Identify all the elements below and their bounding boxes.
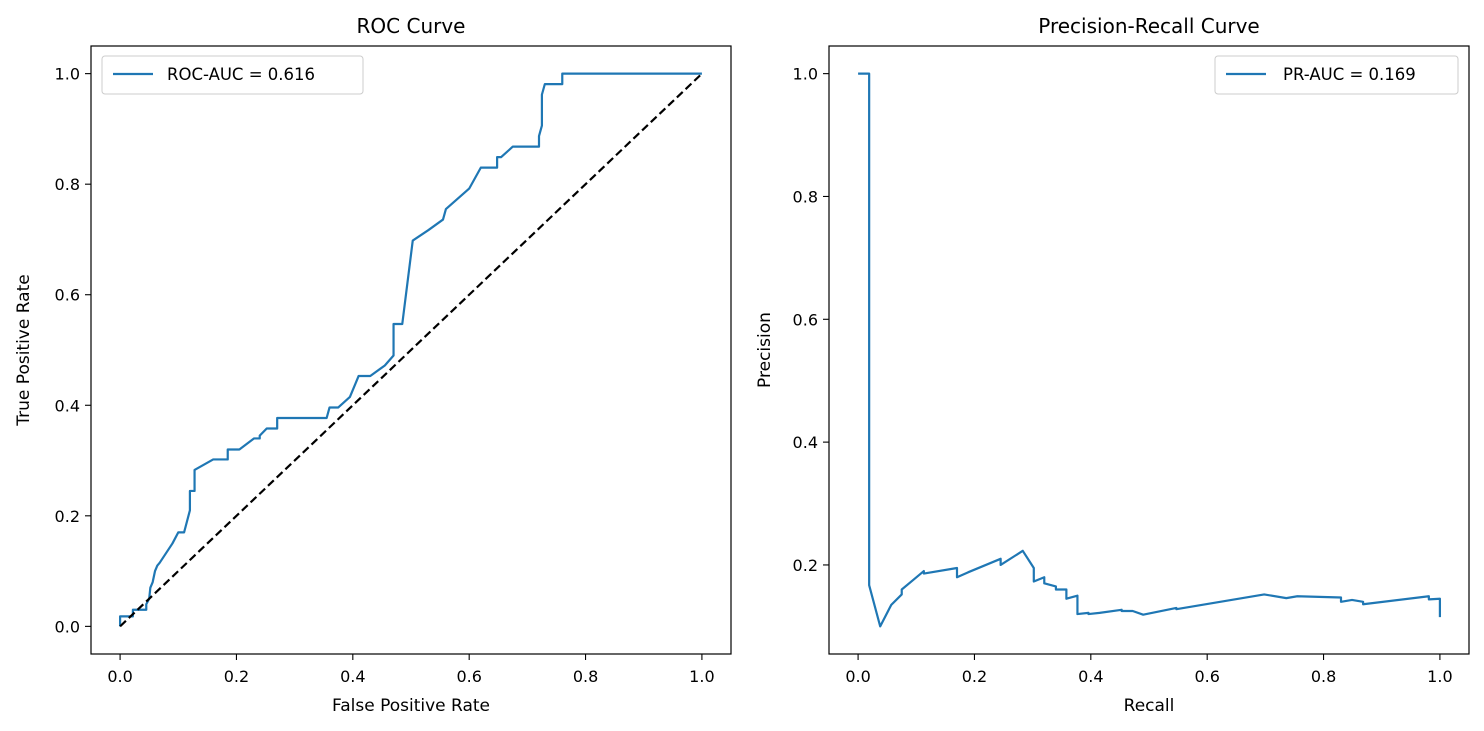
- roc-ticks: 0.0 0.2 0.4 0.6 0.8 1.0 0.0 0.2 0.4 0.6 0.8 1.0: [55, 65, 715, 686]
- roc-y-tick-label: 0.6: [55, 286, 80, 305]
- pr-y-axis-label: Precision: [755, 312, 775, 388]
- roc-x-tick-label: 0.6: [456, 667, 481, 686]
- pr-y-tick-label: 0.4: [793, 433, 818, 452]
- pr-x-tick-label: 1.0: [1427, 667, 1452, 686]
- pr-y-tick-label: 0.6: [793, 310, 818, 329]
- pr-legend: PR-AUC = 0.169: [1214, 55, 1459, 95]
- roc-x-tick-label: 0.0: [107, 667, 132, 686]
- roc-x-tick-label: 0.4: [340, 667, 365, 686]
- pr-ticks: 0.0 0.2 0.4 0.6 0.8 1.0 0.2 0.4 0.6 0.8 1.0: [793, 65, 1453, 686]
- pr-x-tick-label: 0.0: [845, 667, 870, 686]
- roc-series-layer: [118, 72, 703, 628]
- pr-curve-line: [858, 72, 1442, 628]
- roc-x-tick-label: 0.2: [224, 667, 249, 686]
- pr-y-tick-label: 0.8: [793, 187, 818, 206]
- roc-legend: ROC-AUC = 0.616: [101, 55, 364, 95]
- roc-curve-line: [118, 72, 702, 627]
- pr-axes-frame: [828, 45, 1470, 655]
- pr-x-tick-label: 0.4: [1078, 667, 1103, 686]
- pr-title: Precision-Recall Curve: [1038, 14, 1259, 38]
- roc-legend-label: ROC-AUC = 0.616: [167, 65, 315, 84]
- roc-title: ROC Curve: [357, 14, 466, 38]
- pr-panel: Precision-Recall Curve Recall Precision …: [755, 14, 1470, 716]
- pr-legend-box: [1214, 55, 1459, 95]
- roc-y-tick-label: 0.0: [55, 617, 80, 636]
- roc-y-tick-label: 0.8: [55, 175, 80, 194]
- roc-panel: ROC Curve False Positive Rate True Posit…: [14, 14, 732, 716]
- pr-x-tick-label: 0.6: [1194, 667, 1219, 686]
- pr-y-tick-label: 0.2: [793, 556, 818, 575]
- roc-axes-frame: [90, 45, 732, 655]
- roc-y-tick-label: 1.0: [55, 65, 80, 84]
- pr-y-tick-label: 1.0: [793, 65, 818, 84]
- roc-x-tick-label: 1.0: [689, 667, 714, 686]
- roc-y-tick-label: 0.2: [55, 507, 80, 526]
- pr-series-layer: [858, 72, 1442, 628]
- roc-y-tick-label: 0.4: [55, 396, 80, 415]
- pr-x-tick-label: 0.2: [962, 667, 987, 686]
- roc-legend-box: [101, 55, 364, 95]
- pr-x-tick-label: 0.8: [1311, 667, 1336, 686]
- pr-x-axis-label: Recall: [1124, 696, 1175, 716]
- roc-x-axis-label: False Positive Rate: [332, 696, 490, 716]
- roc-diagonal-reference-line: [119, 72, 703, 628]
- pr-legend-label: PR-AUC = 0.169: [1283, 65, 1416, 84]
- roc-y-axis-label: True Positive Rate: [14, 274, 34, 426]
- roc-x-tick-label: 0.8: [573, 667, 598, 686]
